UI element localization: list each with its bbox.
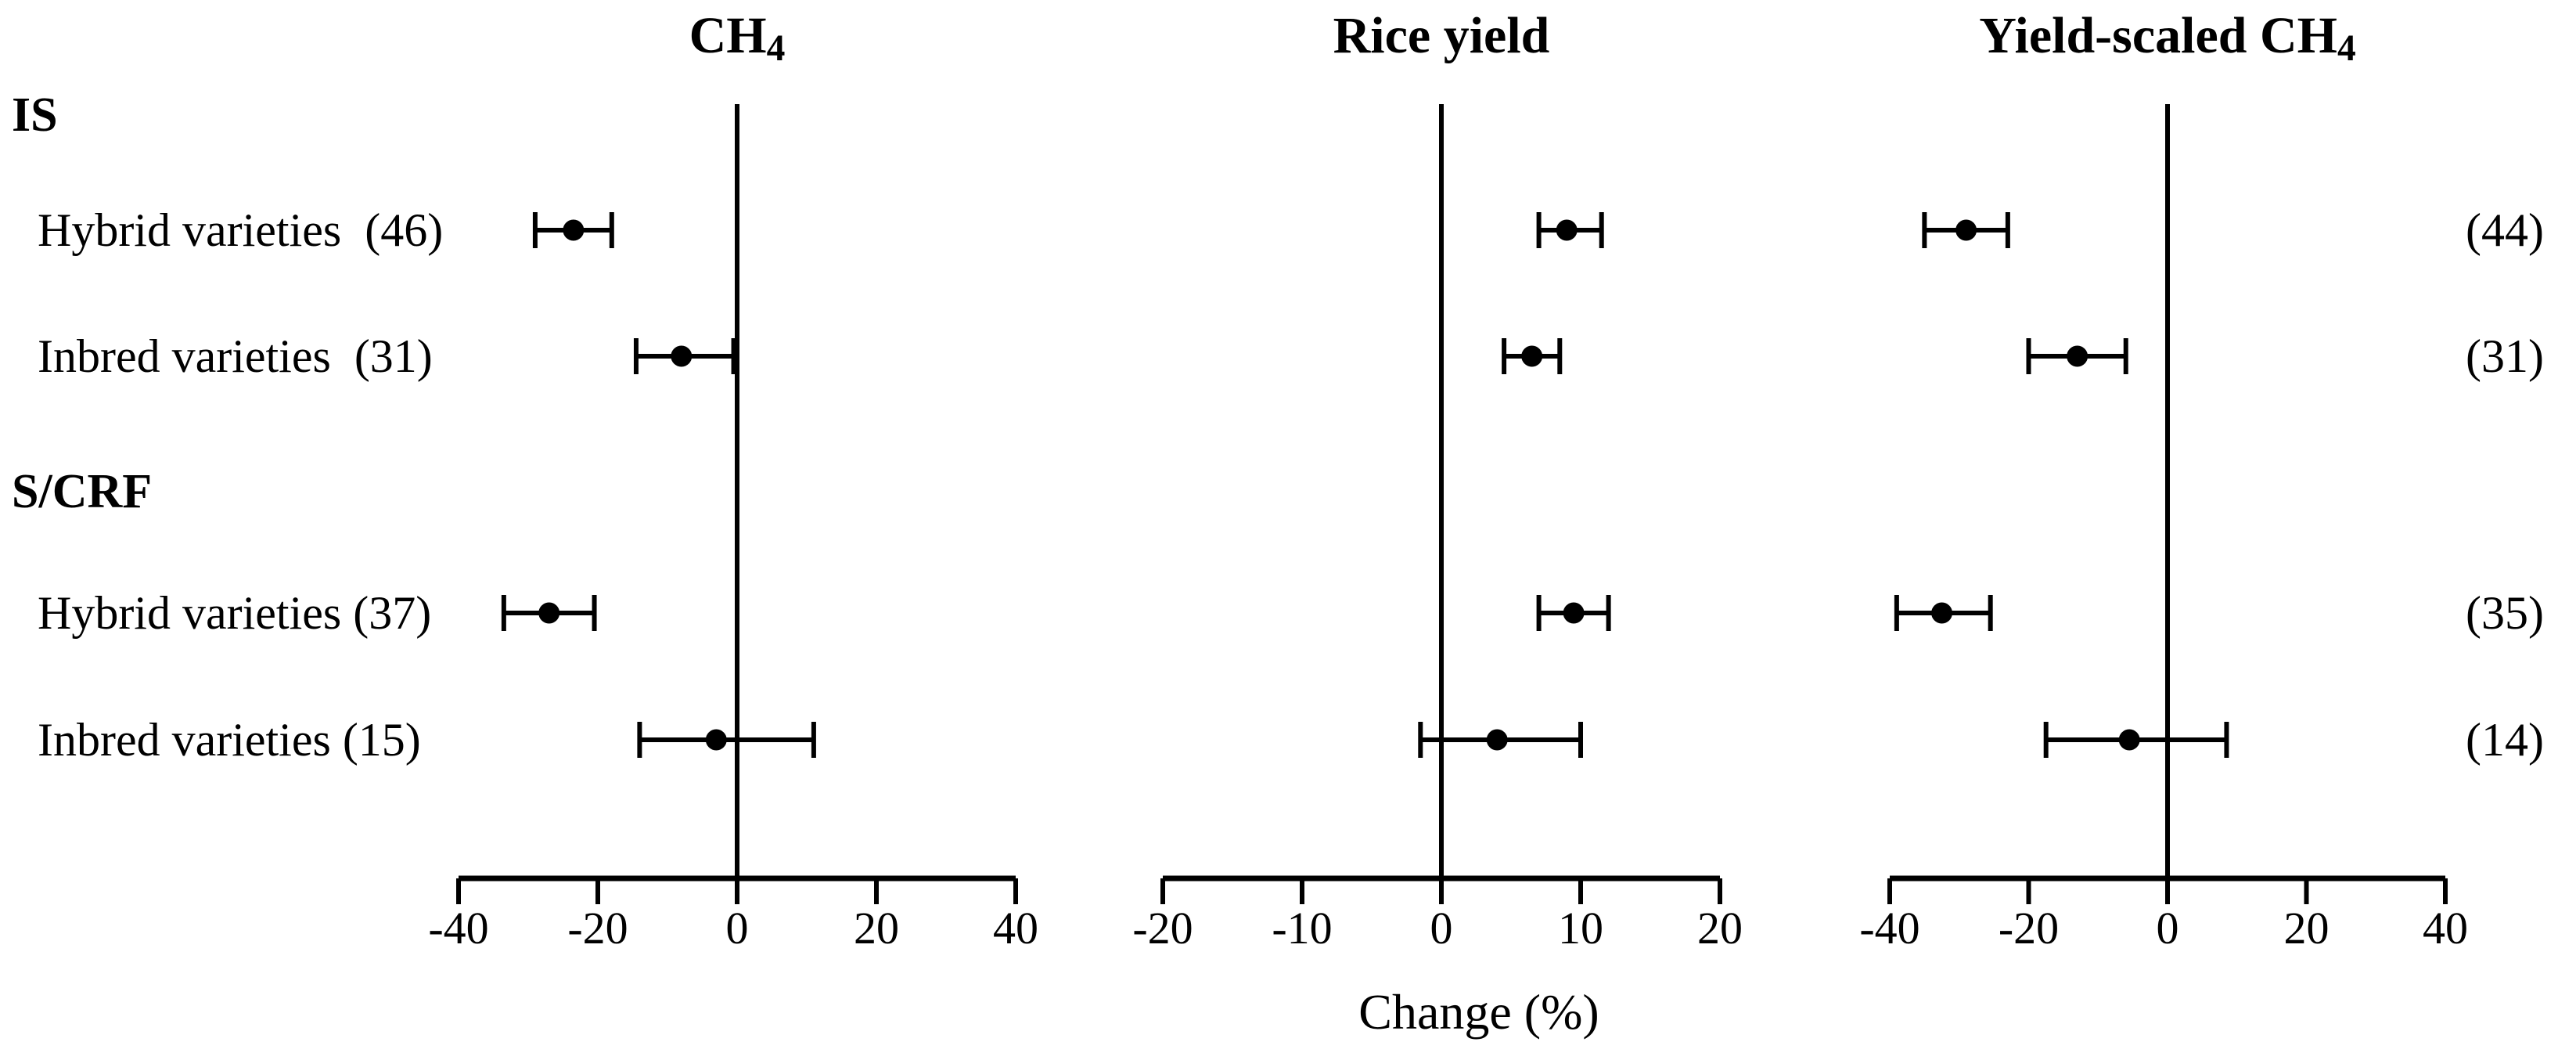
panel-title-yield-scaled-ch4: Yield-scaled CH4 xyxy=(1890,0,2445,72)
x-axis-tick-label: -20 xyxy=(1999,903,2059,954)
right-count-scrf-inbred: (14) xyxy=(2466,714,2544,766)
x-axis-tick-label: -20 xyxy=(567,903,628,954)
x-axis-tick-label: 0 xyxy=(2157,903,2179,954)
panel-title-yield-scaled-ch4-text: Yield-scaled CH xyxy=(1979,7,2337,64)
right-count-scrf-hybrid: (35) xyxy=(2466,587,2544,639)
panel-title-rice-yield-text: Rice yield xyxy=(1333,7,1550,64)
mean-point-marker xyxy=(705,729,727,751)
x-axis-tick-label: 20 xyxy=(1697,903,1743,954)
mean-point-marker xyxy=(671,345,693,367)
group-header-scrf: S/CRF xyxy=(12,465,153,518)
x-axis-label: Change (%) xyxy=(1358,984,1599,1040)
x-axis-tick-label: 10 xyxy=(1558,903,1603,954)
x-axis-tick-label: -20 xyxy=(1132,903,1193,954)
x-axis-tick-label: 40 xyxy=(993,903,1038,954)
panel-title-ch4-subscript: 4 xyxy=(766,28,786,70)
row-label-is-hybrid: Hybrid varieties (46) xyxy=(38,204,444,256)
mean-point-marker xyxy=(1931,602,1953,624)
mean-point-marker xyxy=(2067,345,2089,367)
mean-point-marker xyxy=(1556,219,1578,241)
right-count-is-inbred: (31) xyxy=(2466,330,2544,382)
row-label-scrf-inbred: Inbred varieties (15) xyxy=(38,714,421,766)
x-axis-tick-label: 0 xyxy=(726,903,749,954)
group-header-is: IS xyxy=(12,88,58,142)
panel-title-ch4: CH4 xyxy=(459,0,1016,72)
row-label-is-inbred: Inbred varieties (31) xyxy=(38,330,433,382)
panel-title-rice-yield: Rice yield xyxy=(1163,0,1720,72)
x-axis-tick-label: 0 xyxy=(1430,903,1453,954)
x-axis-tick-label: 20 xyxy=(854,903,899,954)
mean-point-marker xyxy=(1521,345,1543,367)
x-axis-tick-label: 20 xyxy=(2284,903,2330,954)
mean-point-marker xyxy=(1486,729,1508,751)
panel-title-ch4-text: CH xyxy=(689,7,767,64)
mean-point-marker xyxy=(563,219,585,241)
x-axis-tick-label: -10 xyxy=(1272,903,1332,954)
mean-point-marker xyxy=(2118,729,2140,751)
panel-title-yield-scaled-ch4-subscript: 4 xyxy=(2337,28,2356,70)
x-axis-tick-label: -40 xyxy=(1859,903,1919,954)
mean-point-marker xyxy=(1955,219,1977,241)
x-axis-tick-label: -40 xyxy=(428,903,488,954)
x-axis-tick-label: 40 xyxy=(2423,903,2468,954)
right-count-is-hybrid: (44) xyxy=(2466,204,2544,256)
row-label-scrf-hybrid: Hybrid varieties (37) xyxy=(38,587,432,639)
mean-point-marker xyxy=(538,602,560,624)
mean-point-marker xyxy=(1563,602,1585,624)
